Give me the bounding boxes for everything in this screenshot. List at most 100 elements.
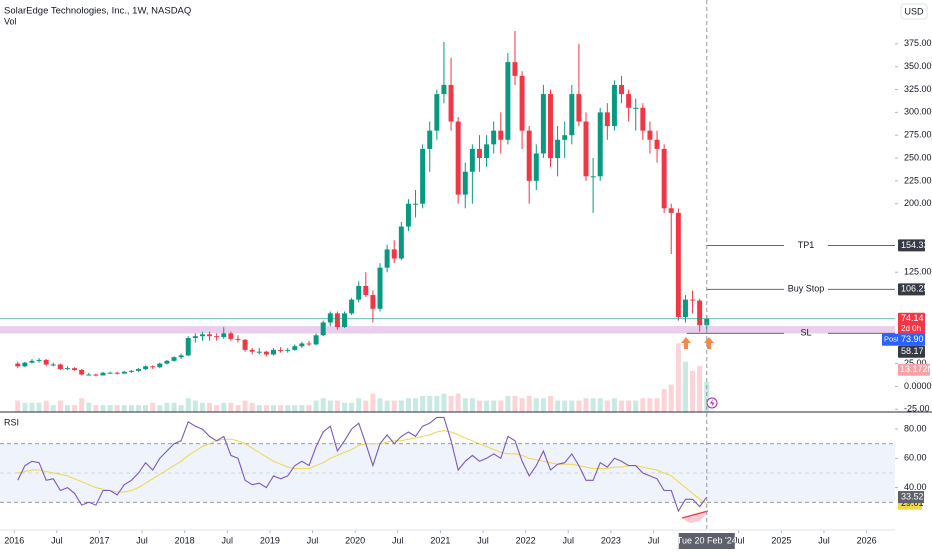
candle-body [448, 84, 454, 122]
candle-body [661, 148, 667, 209]
candle-body [150, 366, 156, 368]
x-tick-label: Jul [477, 535, 489, 545]
volume-bar [64, 405, 70, 412]
candle-body [86, 374, 92, 376]
chart-title: SolarEdge Technologies, Inc., 1W, NASDAQ [4, 6, 191, 17]
candle-body [285, 349, 291, 351]
tp-tag-box [898, 239, 925, 252]
candle-body [356, 285, 362, 300]
volume-bar [93, 405, 99, 412]
volume-bar [512, 395, 518, 412]
candle-body [697, 300, 703, 326]
candle-body [242, 339, 248, 350]
volume-bar [484, 400, 490, 412]
x-tick-label: Jul [733, 535, 745, 545]
x-tick-label: 2016 [4, 535, 24, 545]
candle-body [569, 94, 575, 136]
volume-bar [569, 400, 575, 412]
candle-body [548, 94, 553, 159]
volume-bar [228, 402, 234, 412]
candle-body [235, 338, 241, 340]
volume-bar [462, 398, 468, 412]
volume-bar [72, 405, 78, 412]
volume-bar [448, 395, 454, 412]
currency-box[interactable] [900, 3, 928, 20]
candle-body [207, 334, 213, 337]
volume-bar [15, 400, 21, 412]
rsi-tick-label: 80.00 [904, 423, 927, 433]
volume-bar [334, 400, 340, 412]
x-tick-label: 2019 [260, 535, 280, 545]
volume-bar [242, 400, 248, 412]
x-tick-label: 2022 [516, 535, 536, 545]
volume-bar [626, 400, 632, 412]
y-tick-label: 225.00 [904, 175, 932, 185]
volume-title: Vol [4, 16, 17, 26]
x-tick-label: 2025 [771, 535, 791, 545]
candle-body [50, 364, 56, 366]
divergence-fill [682, 511, 708, 523]
y-tick-label: 0.0000 [904, 381, 932, 391]
candle-body [391, 249, 397, 259]
volume-tag-box [898, 363, 930, 376]
volume-bar [420, 395, 426, 412]
volume-bar [79, 398, 85, 412]
volume-bar [36, 402, 42, 412]
y-tick-label: -25.00 [904, 404, 930, 414]
volume-bar [391, 400, 397, 412]
volume-bar [107, 405, 113, 412]
candle-body [498, 130, 504, 140]
candle-body [15, 363, 21, 367]
volume-bar [171, 402, 177, 412]
candle-body [675, 212, 681, 317]
volume-bar [299, 405, 305, 412]
candle-body [313, 335, 319, 345]
tp-tag: 154.33 [901, 240, 929, 250]
rsi-tick-label: 60.00 [904, 453, 927, 463]
candle-body [405, 203, 411, 227]
level-name: TP1 [798, 240, 815, 250]
volume-bar [22, 402, 28, 412]
volume-bar [114, 405, 120, 412]
candle-body [342, 313, 347, 328]
candle-body [64, 368, 70, 370]
volume-bar [597, 398, 603, 412]
front-layer: 375.00 350.00 325.00 300.00 275.00 250.00 225.… [677, 0, 932, 549]
sl-tag: 58.17 [901, 346, 924, 356]
candle-body [441, 84, 447, 95]
candle-body [654, 139, 660, 149]
volume-bar [327, 400, 333, 412]
y-tick-label: 250.00 [904, 152, 932, 162]
x-tick-label: 2023 [601, 535, 621, 545]
rsi-ma-tag-box [898, 498, 922, 510]
candle-body [93, 374, 99, 376]
candle-body [100, 372, 106, 376]
volume-bar [164, 402, 170, 412]
candle-body [640, 107, 646, 131]
candle-body [370, 295, 376, 309]
volume-tag: 13.172M [900, 364, 932, 374]
volume-bar [682, 361, 688, 412]
volume-bar [633, 400, 639, 412]
candle-body [72, 368, 78, 370]
candle-body [199, 334, 205, 337]
up-arrow [681, 337, 691, 349]
candle-body [263, 351, 269, 355]
candle-body [157, 363, 163, 368]
volume-bar [526, 395, 532, 412]
currency[interactable]: USD [904, 6, 924, 16]
candle-body [306, 343, 312, 345]
candle-body [512, 62, 518, 76]
volume-bar [668, 384, 674, 412]
candle-body [668, 208, 674, 213]
volume-bar [611, 398, 617, 412]
candle-body [690, 299, 696, 301]
level-name: SL [800, 328, 811, 338]
candle-body [22, 362, 28, 367]
candle-body [562, 135, 568, 140]
event-bolt [710, 399, 715, 407]
volume-bar [505, 395, 511, 412]
x-tick-label: 2018 [175, 535, 195, 545]
candle-body [249, 349, 255, 352]
